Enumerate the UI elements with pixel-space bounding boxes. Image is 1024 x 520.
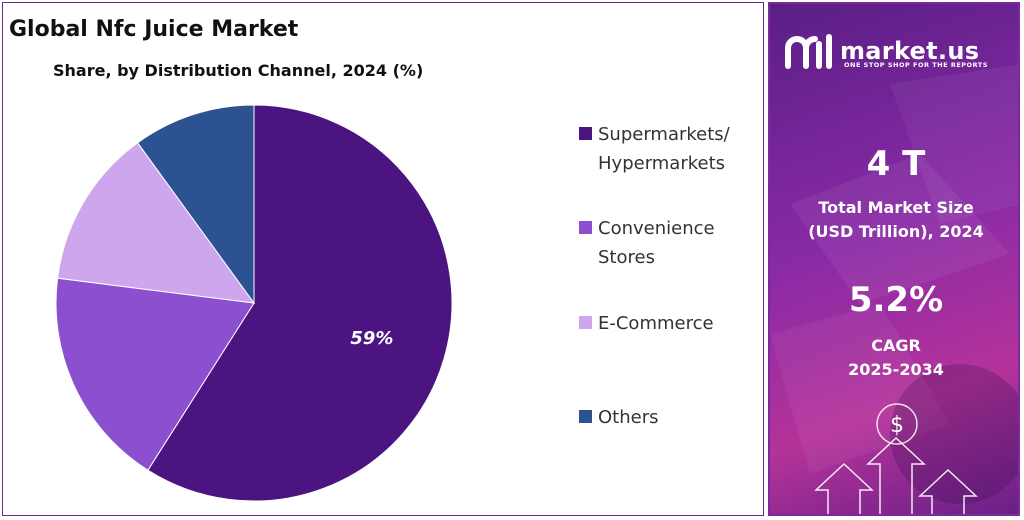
pie-data-labels: 59% [350, 328, 393, 349]
legend-label-line: Stores [598, 247, 655, 268]
pie-slices [55, 104, 453, 502]
legend-label-line: Convenience [598, 218, 715, 239]
brand-tagline: ONE STOP SHOP FOR THE REPORTS [844, 61, 988, 69]
legend-label: Supermarkets/ Hypermarkets [598, 120, 748, 178]
pie-slice-e-commerce [57, 142, 256, 304]
market-size-label: Total Market Size (USD Trillion), 2024 [770, 196, 1018, 244]
cagr-label-line2: 2025-2034 [848, 360, 944, 379]
up-arrow-icon [814, 436, 978, 514]
pie-slice-supermarkets-hypermarkets [147, 104, 453, 502]
legend-item-supermarkets: Supermarkets/ Hypermarkets [579, 120, 748, 178]
brand-name: market.us [840, 37, 980, 65]
legend-label-line: Supermarkets/ [598, 124, 730, 145]
legend-label: Others [598, 403, 748, 432]
legend-item-others: Others [579, 403, 748, 432]
chart-subtitle: Share, by Distribution Channel, 2024 (%) [53, 61, 424, 80]
legend-label-line: Hypermarkets [598, 153, 726, 174]
pie-slice-convenience-stores [55, 277, 255, 471]
dollar-icon: $ [890, 413, 904, 438]
legend-swatch [579, 316, 592, 329]
legend-item-convenience-stores: Convenience Stores [579, 214, 748, 272]
legend-label-line: E-Commerce [598, 313, 714, 334]
market-size-label-line2: (USD Trillion), 2024 [808, 222, 984, 241]
chart-panel: Global Nfc Juice Market Share, by Distri… [2, 2, 764, 516]
legend-label: E-Commerce [598, 309, 748, 338]
market-size-value: 4 T [866, 144, 926, 184]
background-decoration [770, 64, 1018, 504]
cagr-value: 5.2% [848, 280, 944, 320]
legend-label: Convenience Stores [598, 214, 748, 272]
chart-legend: Supermarkets/ Hypermarkets Convenience S… [579, 3, 759, 517]
legend-swatch [579, 410, 592, 423]
market-us-logo-icon [785, 34, 832, 69]
legend-swatch [579, 127, 592, 140]
legend-label-line: Others [598, 407, 659, 428]
cagr-label-line1: CAGR [871, 336, 921, 355]
legend-swatch [579, 221, 592, 234]
market-size-label-line1: Total Market Size [818, 198, 974, 217]
pie-chart: 59% [55, 104, 453, 502]
brand: market.us [784, 32, 979, 70]
growth-arrows-icon: $ [814, 403, 978, 514]
stats-panel: market.us ONE STOP SHOP FOR THE REPORTS … [768, 2, 1020, 516]
cagr-label: CAGR 2025-2034 [770, 334, 1018, 382]
pie-data-label: 59% [350, 328, 393, 349]
chart-title: Global Nfc Juice Market [9, 17, 299, 42]
pie-slice-others [136, 104, 255, 305]
legend-item-e-commerce: E-Commerce [579, 309, 748, 338]
